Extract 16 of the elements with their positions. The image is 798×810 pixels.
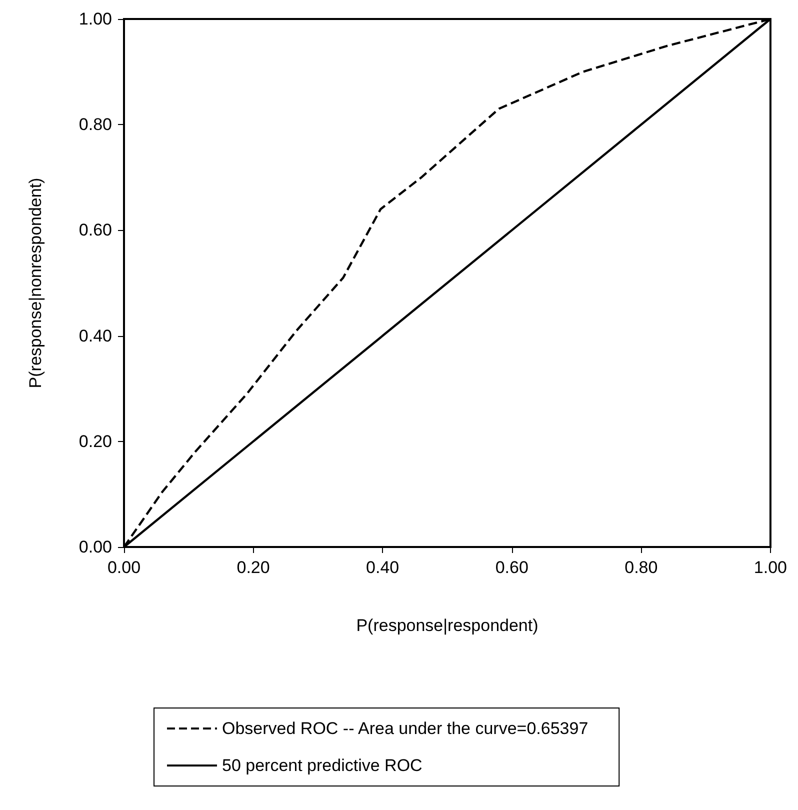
x-tick-label: 0.20 (236, 558, 270, 577)
x-axis-title: P(response|respondent) (356, 616, 538, 635)
x-tick-label: 0.00 (107, 558, 141, 577)
y-tick-label: 1.00 (78, 10, 112, 28)
y-tick-label: 0.60 (78, 220, 112, 240)
x-tick-label: 0.80 (624, 558, 658, 577)
x-tick-label: 0.40 (366, 558, 400, 577)
x-tick-label: 1.00 (754, 558, 788, 577)
legend-label: Observed ROC -- Area under the curve=0.65397 (222, 719, 588, 738)
legend-label: 50 percent predictive ROC (222, 756, 422, 775)
y-axis-title: P(response|nonrespondent) (26, 178, 45, 388)
y-tick-label: 0.80 (78, 115, 112, 134)
y-tick-label: 0.20 (78, 432, 112, 451)
x-tick-label: 0.60 (495, 558, 528, 577)
y-tick-label: 0.00 (78, 538, 112, 556)
y-tick-label: 0.40 (78, 326, 112, 346)
